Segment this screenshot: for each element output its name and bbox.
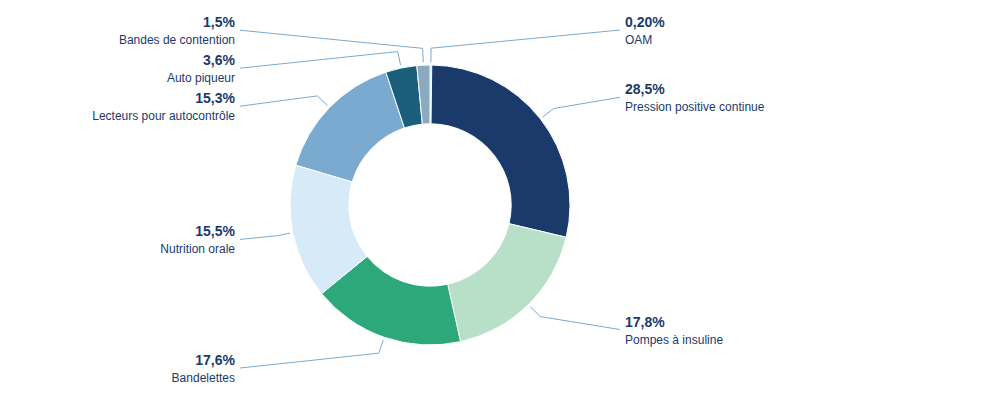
leader-line [240, 233, 290, 239]
category-label: Pompes à insuline [625, 333, 723, 347]
percent-label: 17,8% [625, 314, 665, 330]
percent-label: 0,20% [625, 14, 665, 30]
leader-line [240, 52, 401, 69]
leader-line [240, 30, 423, 62]
leader-line [431, 30, 620, 62]
slice [290, 165, 367, 293]
category-label: Nutrition orale [160, 242, 235, 256]
leader-line [240, 96, 327, 106]
percent-label: 17,6% [195, 352, 235, 368]
percent-label: 28,5% [625, 81, 665, 97]
slice [386, 66, 422, 128]
slice [417, 65, 430, 124]
category-label: Pression positive continue [625, 100, 765, 114]
percent-label: 1,5% [203, 14, 235, 30]
leader-line [530, 307, 620, 330]
category-label: Lecteurs pour autocontrôle [92, 109, 235, 123]
slice [448, 224, 567, 342]
leader-line [543, 97, 620, 117]
category-label: OAM [625, 33, 652, 47]
donut [290, 65, 570, 345]
percent-label: 15,3% [195, 90, 235, 106]
labels: 0,20% OAM 28,5% Pression positive continue 1… [92, 14, 765, 385]
percent-label: 3,6% [203, 52, 235, 68]
category-label: Bandes de contention [119, 33, 235, 47]
category-label: Auto piqueur [167, 71, 235, 85]
category-label: Bandelettes [172, 371, 235, 385]
leader-line [240, 340, 383, 368]
percent-label: 15,5% [195, 223, 235, 239]
slice [296, 72, 405, 182]
chart: 0,20% OAM 28,5% Pression positive continue 1… [0, 0, 1000, 400]
slice [431, 65, 570, 237]
